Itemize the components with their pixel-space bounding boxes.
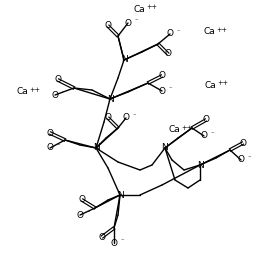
- Text: ++: ++: [147, 4, 157, 10]
- Text: N: N: [121, 55, 127, 65]
- Text: O: O: [99, 232, 105, 242]
- Text: ⁻: ⁻: [247, 155, 251, 161]
- Text: ⁻: ⁻: [132, 113, 136, 119]
- Text: N: N: [107, 94, 113, 104]
- Text: O: O: [51, 90, 59, 100]
- Text: Ca: Ca: [203, 27, 215, 37]
- Text: ++: ++: [217, 27, 227, 33]
- Text: O: O: [78, 196, 86, 204]
- Text: ⁻: ⁻: [56, 143, 60, 149]
- Text: O: O: [104, 114, 112, 122]
- Text: O: O: [158, 72, 166, 80]
- Text: O: O: [104, 22, 112, 30]
- Text: O: O: [158, 87, 166, 95]
- Text: ++: ++: [218, 80, 228, 86]
- Text: N: N: [93, 143, 99, 153]
- Text: ⁻: ⁻: [120, 238, 124, 244]
- Text: ⁻: ⁻: [86, 210, 90, 216]
- Text: O: O: [125, 19, 131, 27]
- Text: O: O: [237, 155, 245, 165]
- Text: Ca: Ca: [133, 5, 145, 13]
- Text: ⁻: ⁻: [61, 90, 65, 96]
- Text: Ca: Ca: [168, 126, 180, 134]
- Text: O: O: [201, 132, 207, 140]
- Text: Ca: Ca: [16, 87, 28, 97]
- Text: O: O: [55, 76, 61, 84]
- Text: O: O: [240, 139, 246, 147]
- Text: O: O: [166, 30, 174, 38]
- Text: O: O: [202, 115, 210, 125]
- Text: O: O: [46, 143, 54, 153]
- Text: O: O: [46, 129, 54, 137]
- Text: ++: ++: [29, 87, 41, 93]
- Text: O: O: [77, 211, 83, 220]
- Text: ⁻: ⁻: [168, 86, 172, 92]
- Text: O: O: [111, 239, 117, 247]
- Text: ++: ++: [182, 125, 192, 131]
- Text: ⁻: ⁻: [176, 29, 180, 35]
- Text: N: N: [117, 190, 123, 200]
- Text: O: O: [165, 49, 171, 58]
- Text: ⁻: ⁻: [210, 131, 214, 137]
- Text: ⁻: ⁻: [134, 18, 138, 24]
- Text: N: N: [162, 143, 168, 153]
- Text: N: N: [197, 161, 203, 169]
- Text: Ca: Ca: [204, 80, 216, 90]
- Text: O: O: [122, 114, 130, 122]
